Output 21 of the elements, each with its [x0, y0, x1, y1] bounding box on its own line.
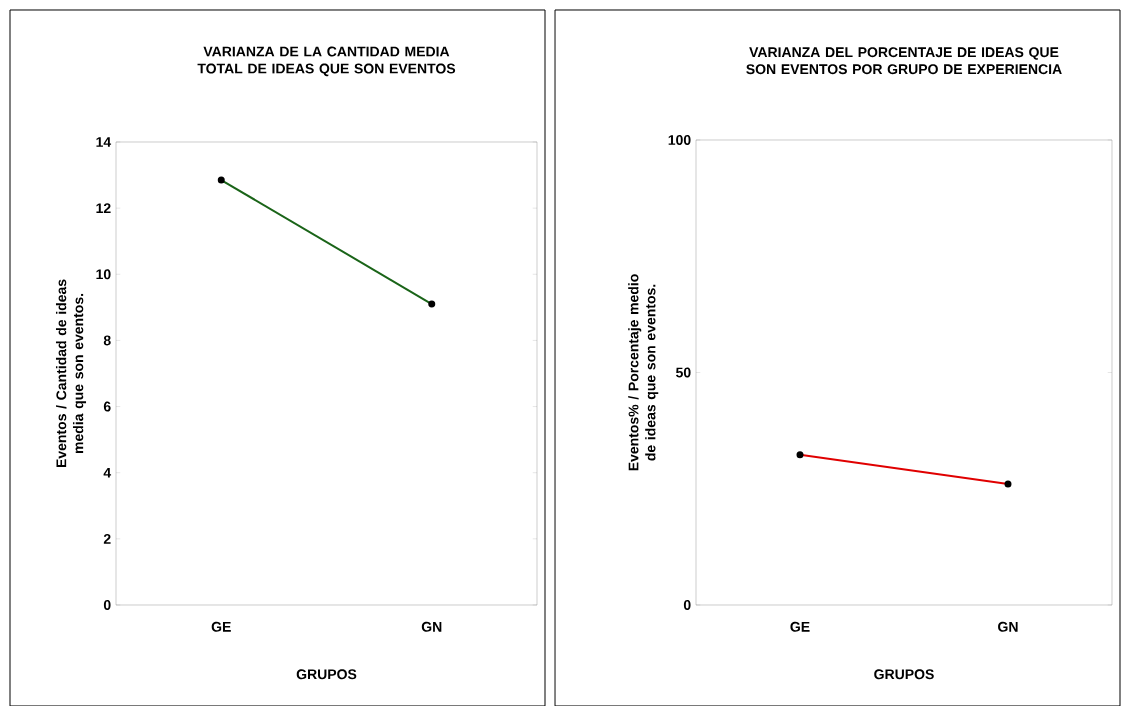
y-tick-label: 0 — [683, 600, 691, 610]
y-axis-title: Eventos% / Porcentaje medio de ideas que son eventos. — [628, 274, 659, 471]
y-tick-label: 12 — [96, 203, 111, 214]
x-axis-title: GRUPOS — [296, 669, 357, 680]
y-tick-label: 14 — [96, 137, 112, 147]
y-tick-label: 8 — [103, 335, 111, 346]
chart-title: VARIANZA DEL PORCENTAJE DE IDEAS QUE SON EVENTOS POR GRUPO DE EXPERIENCIA — [746, 47, 1062, 75]
x-tick-label: GE — [211, 621, 231, 632]
y-tick-label: 0 — [103, 600, 111, 610]
x-tick-label: GN — [421, 621, 442, 632]
y-tick-label: 100 — [668, 135, 691, 145]
chart-title: VARIANZA DE LA CANTIDAD MEDIA TOTAL DE IDEAS QUE SON EVENTOS — [197, 46, 456, 77]
y-tick-label: 10 — [96, 269, 111, 280]
y-tick-label: 50 — [675, 367, 691, 378]
x-tick-label: GN — [998, 621, 1018, 632]
x-tick-label: GE — [790, 621, 810, 632]
y-tick-label: 4 — [103, 467, 112, 478]
y-tick-label: 2 — [103, 533, 111, 544]
x-axis-title: GRUPOS — [874, 669, 934, 680]
y-axis-title: Eventos / Cantidad de ideas media que son eventos. — [55, 279, 87, 468]
y-tick-label: 6 — [103, 401, 111, 412]
